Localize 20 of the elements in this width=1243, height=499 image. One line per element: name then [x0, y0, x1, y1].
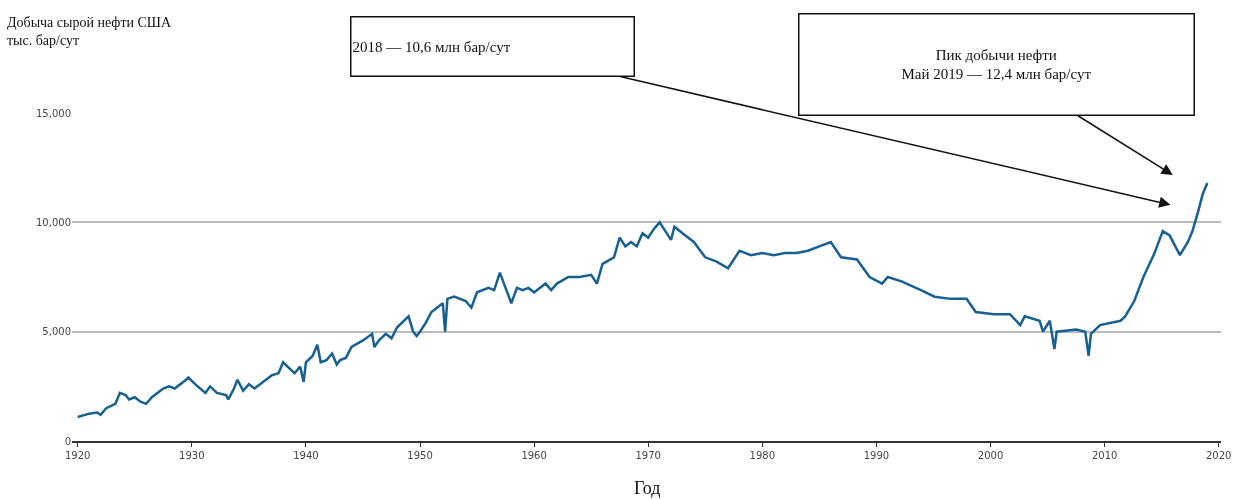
x-tick-label: 1970: [635, 450, 661, 461]
text: Пик добычи нефти Май 2019 — 12,4 млн бар/сут: [901, 46, 1092, 83]
y-axis-title: Добыча сырой нефти США тыс. бар/сут: [7, 15, 172, 49]
x-tick-label: 1930: [179, 450, 205, 461]
x-tick-label: 2010: [1091, 450, 1118, 461]
x-axis-title: Год: [634, 478, 661, 498]
x-tick-label: 1950: [407, 450, 433, 461]
text: 2018 — 10,6 млн бар/сут: [352, 38, 511, 55]
y-tick-label: 5,000: [42, 326, 71, 338]
x-tick-label: 1940: [293, 450, 319, 461]
x-tick-label: 1990: [863, 450, 890, 461]
x-tick-label: 2020: [1205, 450, 1232, 461]
y-tick-label: 0: [64, 435, 71, 447]
x-tick-label: 1980: [749, 450, 776, 461]
y-tick-label: 15,000: [36, 107, 71, 119]
x-tick-label: 1920: [64, 450, 91, 461]
y-tick-label: 10,000: [36, 216, 71, 228]
x-tick-label: 1960: [521, 450, 547, 461]
x-tick-label: 2000: [977, 450, 1004, 461]
line-series: [76, 181, 1209, 419]
